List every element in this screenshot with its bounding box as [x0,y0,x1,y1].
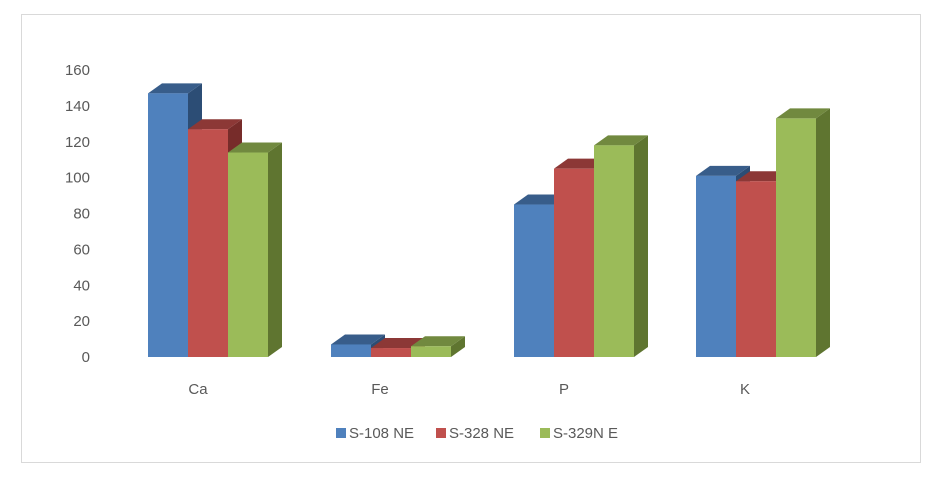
bar-front [736,181,776,357]
y-tick-label: 20 [73,313,90,330]
y-tick-label: 100 [65,170,90,187]
bar-top [188,119,242,130]
bar-front [228,152,268,357]
bar-ca-3 [228,142,282,357]
legend-swatch [436,428,446,438]
bar-front [776,118,816,358]
bar-top [411,336,465,347]
y-tick-label: 40 [73,277,90,294]
bar-front [148,93,188,357]
y-tick-label: 60 [73,241,90,258]
y-tick-label: 160 [65,62,90,79]
legend-swatch [336,428,346,438]
x-axis: Ca Fe P K [188,381,750,398]
legend-item: S-108 NE [336,425,414,442]
y-tick-label: 0 [82,349,90,366]
x-tick-label: K [740,381,750,398]
bar-top [228,142,282,153]
legend-item: S-328 NE [436,425,514,442]
y-tick-label: 120 [65,134,90,151]
x-tick-label: Fe [371,381,389,398]
bar-front [554,168,594,357]
bar-top [148,83,202,94]
bar-top [371,338,425,349]
bar-top [696,165,750,176]
x-tick-label: Ca [188,381,208,398]
y-tick-label: 140 [65,98,90,115]
bar-front [514,204,554,357]
bar-side [634,135,648,357]
bar-side [451,336,465,357]
bar-top [776,108,830,119]
bar-front [371,348,411,357]
legend-swatch [540,428,550,438]
bar-front [188,129,228,357]
legend-label: S-329N E [553,425,618,442]
bar-k-3 [776,108,830,358]
bar-front [331,344,371,357]
bar-front [594,145,634,357]
bar-top [331,334,385,345]
bars-group [148,83,830,358]
legend-label: S-108 NE [349,425,414,442]
legend-item: S-329N E [540,425,618,442]
bar-side [816,108,830,358]
bar-front [696,175,736,357]
bar-front [411,346,451,357]
legend-label: S-328 NE [449,425,514,442]
bar-side [268,142,282,357]
bar-fe-3 [411,336,465,357]
y-axis: 0 20 40 60 80 100 120 140 160 [65,62,90,366]
bar-top [594,135,648,146]
y-tick-label: 80 [73,206,90,223]
legend: S-108 NE S-328 NE S-329N E [336,425,618,442]
x-tick-label: P [559,381,569,398]
bar-p-3 [594,135,648,357]
